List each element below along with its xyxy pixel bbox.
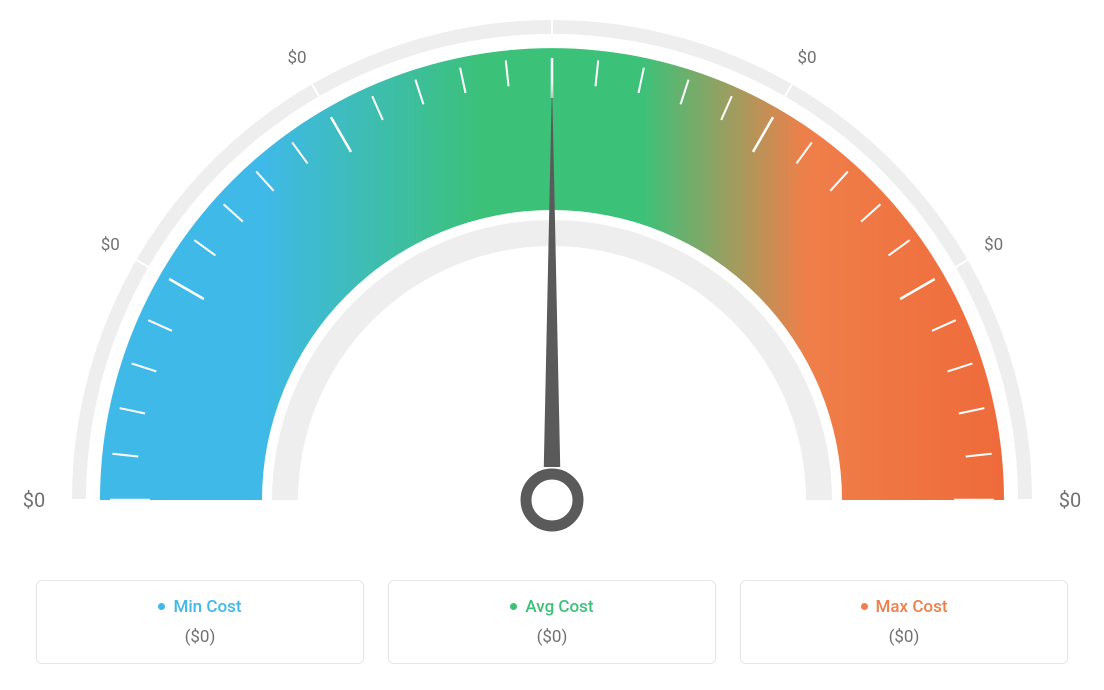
gauge-tick-label: $0 (101, 235, 120, 255)
legend-title: Max Cost (861, 597, 948, 617)
legend-dot-icon (158, 603, 165, 610)
legend-dot-icon (861, 603, 868, 610)
legend-label: Max Cost (876, 597, 948, 617)
gauge-tick-label: $0 (797, 48, 816, 68)
legend-dot-icon (510, 603, 517, 610)
legend-label: Min Cost (173, 597, 241, 617)
gauge-tick-label: $0 (984, 235, 1003, 255)
gauge-chart: $0$0$0$0$0$0$0 (0, 0, 1104, 560)
gauge-tick-label: $0 (287, 48, 306, 68)
legend-card: Max Cost ($0) (740, 580, 1068, 664)
legend-card: Avg Cost ($0) (388, 580, 716, 664)
legend-label: Avg Cost (525, 597, 593, 617)
legend-title: Min Cost (158, 597, 241, 617)
legend-title: Avg Cost (510, 597, 593, 617)
legend-card: Min Cost ($0) (36, 580, 364, 664)
legend-value: ($0) (407, 627, 697, 647)
legend-value: ($0) (55, 627, 345, 647)
gauge-svg (0, 0, 1104, 560)
gauge-tick-label: $0 (23, 488, 45, 512)
gauge-tick-label: $0 (1059, 488, 1081, 512)
legend-value: ($0) (759, 627, 1049, 647)
legend-row: Min Cost ($0) Avg Cost ($0) Max Cost ($0) (36, 580, 1068, 664)
